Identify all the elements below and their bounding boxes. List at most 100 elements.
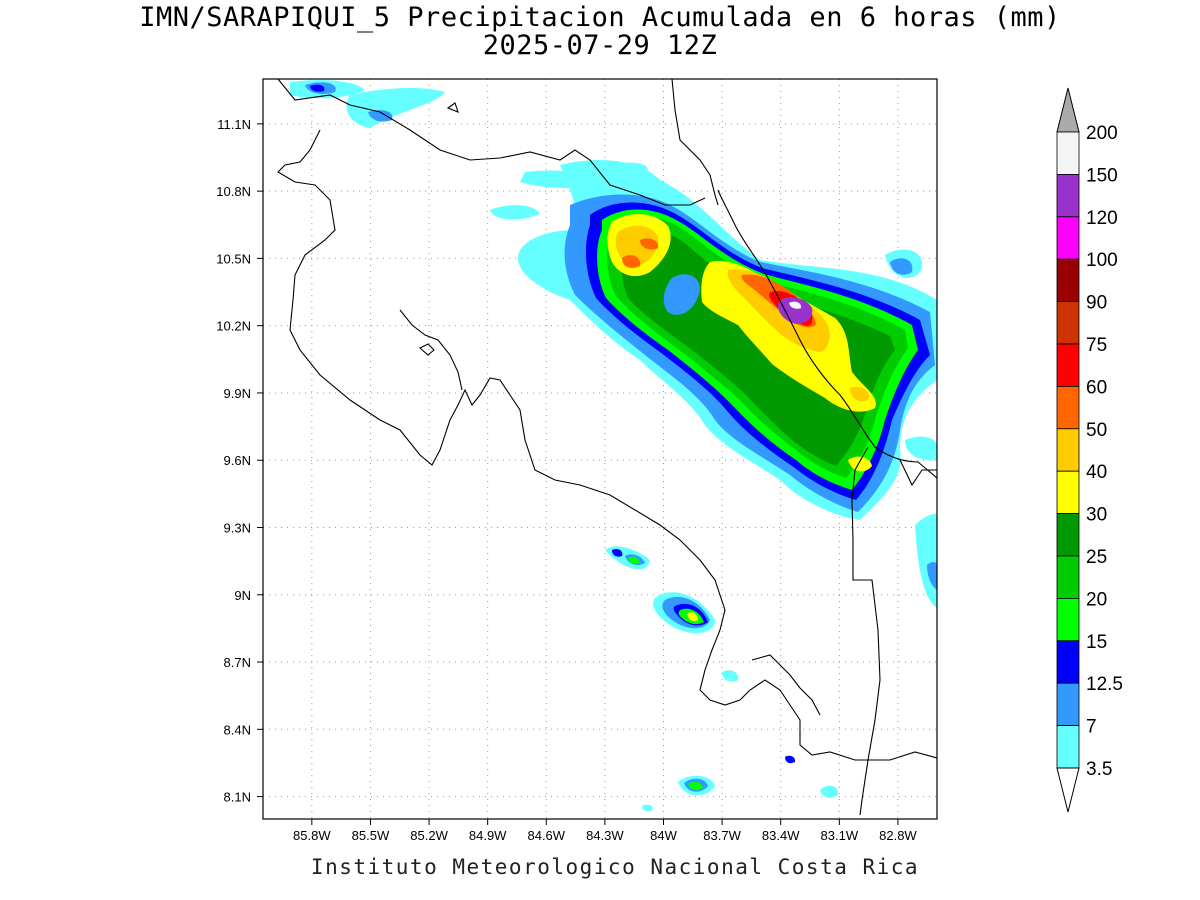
rain-15-s1 <box>628 556 640 564</box>
chart-title: IMN/SARAPIQUI_5 Precipitacion Acumulada … <box>139 2 1061 33</box>
colorbar-segment <box>1056 640 1080 684</box>
colorbar-label: 30 <box>1086 505 1107 526</box>
x-tick-label: 85.5W <box>352 828 390 843</box>
y-tick-label: 8.1N <box>224 790 251 805</box>
rain-30-s2 <box>687 612 698 622</box>
rain-hole <box>663 274 700 315</box>
rain-12-5-s5 <box>785 755 796 764</box>
x-tick-label: 83.7W <box>703 828 741 843</box>
x-tick-label: 85.8W <box>293 828 331 843</box>
colorbar-over-triangle <box>1056 87 1080 133</box>
rain-3-5-nw <box>346 88 445 128</box>
y-tick-label: 10.8N <box>216 184 251 199</box>
rain-3-5-top <box>520 170 610 188</box>
map-content <box>263 79 937 819</box>
x-tick-label: 84.6W <box>527 828 565 843</box>
nicoya-detail <box>399 309 463 391</box>
colorbar-label: 12.5 <box>1086 674 1123 695</box>
colorbar-segment <box>1056 725 1080 769</box>
colorbar-segment <box>1056 131 1080 175</box>
colorbar-segment <box>1056 555 1080 599</box>
y-tick-label: 9.9N <box>224 386 251 401</box>
rain-3-5-e <box>905 436 937 461</box>
rain-200 <box>789 301 802 309</box>
colorbar-label: 40 <box>1086 462 1107 483</box>
island-1 <box>419 343 435 356</box>
rain-15-s3 <box>688 781 703 791</box>
y-tick-label: 9.3N <box>224 520 251 535</box>
y-tick-label: 10.5N <box>216 251 251 266</box>
x-tick-label: 84W <box>650 828 677 843</box>
colorbar-segment <box>1056 682 1080 727</box>
cr-caribbean-coast <box>717 189 937 479</box>
rain-3-5-s5 <box>820 785 839 798</box>
colorbar-label: 7 <box>1086 717 1097 738</box>
colorbar-label: 90 <box>1086 293 1107 314</box>
colorbar-label: 50 <box>1086 420 1107 441</box>
rain-7-e2 <box>927 561 937 590</box>
nicaragua-caribbean-coast <box>671 79 719 206</box>
x-tick-label: 82.8W <box>879 828 917 843</box>
colorbar-segment <box>1056 428 1080 472</box>
colorbar-segment <box>1056 216 1080 260</box>
precipitation-shading <box>290 80 937 812</box>
rain-40-e <box>850 386 869 402</box>
colorbar-segment <box>1056 598 1080 642</box>
rain-50-nw <box>622 255 641 268</box>
rain-7-e <box>890 258 913 275</box>
y-axis: 11.1N 10.8N 10.5N 10.2N 9.9N 9.6N 9.3N 9N 8.7N 8.… <box>216 117 263 805</box>
colorbar-segment <box>1056 385 1080 430</box>
map-frame <box>262 78 938 820</box>
colorbar-label: 20 <box>1086 589 1107 610</box>
rain-150 <box>778 297 813 324</box>
rain-50-nw2 <box>640 238 659 250</box>
nicaragua-border <box>277 79 706 206</box>
colorbar-label: 100 <box>1086 250 1118 271</box>
x-tick-label: 84.3W <box>586 828 624 843</box>
y-tick-label: 10.2N <box>216 319 251 334</box>
y-tick-label: 9.6N <box>224 453 251 468</box>
rain-3-5-mid <box>490 205 540 220</box>
colorbar-segment <box>1056 301 1080 345</box>
x-tick-label: 84.9W <box>469 828 507 843</box>
x-tick-label: 83.4W <box>762 828 800 843</box>
rain-30-s <box>848 456 872 472</box>
colorbar-label: 3.5 <box>1086 759 1112 780</box>
rain-12-5-nw <box>310 84 325 92</box>
cr-pacific-coast <box>277 129 937 761</box>
rain-40 <box>727 269 830 352</box>
y-tick-label: 8.4N <box>224 722 251 737</box>
colorbar-label: 75 <box>1086 335 1107 356</box>
colorbar-label: 120 <box>1086 208 1118 229</box>
rain-7-nw2 <box>368 110 393 122</box>
colorbar-segment <box>1056 343 1080 387</box>
colorbar-label: 200 <box>1086 123 1118 144</box>
rain-3-5-e2 <box>915 513 937 608</box>
rain-12-5-s1 <box>612 548 623 557</box>
y-tick-label: 8.7N <box>224 655 251 670</box>
footer-credit: Instituto Meteorologico Nacional Costa R… <box>310 855 920 879</box>
osa-peninsula <box>751 654 821 716</box>
coastlines-borders <box>277 79 937 816</box>
colorbar-segment <box>1056 173 1080 218</box>
panama-coast-e <box>899 459 937 487</box>
colorbar: 200 150 120 100 90 75 60 50 40 30 25 20 15 12.5 7 3.5 <box>1056 87 1123 813</box>
rain-3-5-s4 <box>722 670 739 682</box>
x-axis: 85.8W 85.5W 85.2W 84.9W 84.6W 84.3W 84W 83.7W 83… <box>293 819 917 843</box>
y-tick-label: 11.1N <box>217 117 251 132</box>
island-2 <box>446 102 459 113</box>
colorbar-segment <box>1056 513 1080 557</box>
rain-3-5-ne <box>597 162 648 182</box>
chart-subtitle: 2025-07-29 12Z <box>482 30 718 61</box>
y-tick-label: 9N <box>234 588 251 603</box>
x-tick-label: 85.2W <box>410 828 448 843</box>
colorbar-under-triangle <box>1056 767 1080 813</box>
colorbar-label: 25 <box>1086 547 1107 568</box>
colorbar-segment <box>1056 258 1080 303</box>
x-tick-label: 83.1W <box>821 828 859 843</box>
colorbar-label: 60 <box>1086 377 1107 398</box>
rain-3-5-s6 <box>642 804 653 812</box>
colorbar-label: 15 <box>1086 632 1107 653</box>
colorbar-label: 150 <box>1086 165 1118 186</box>
